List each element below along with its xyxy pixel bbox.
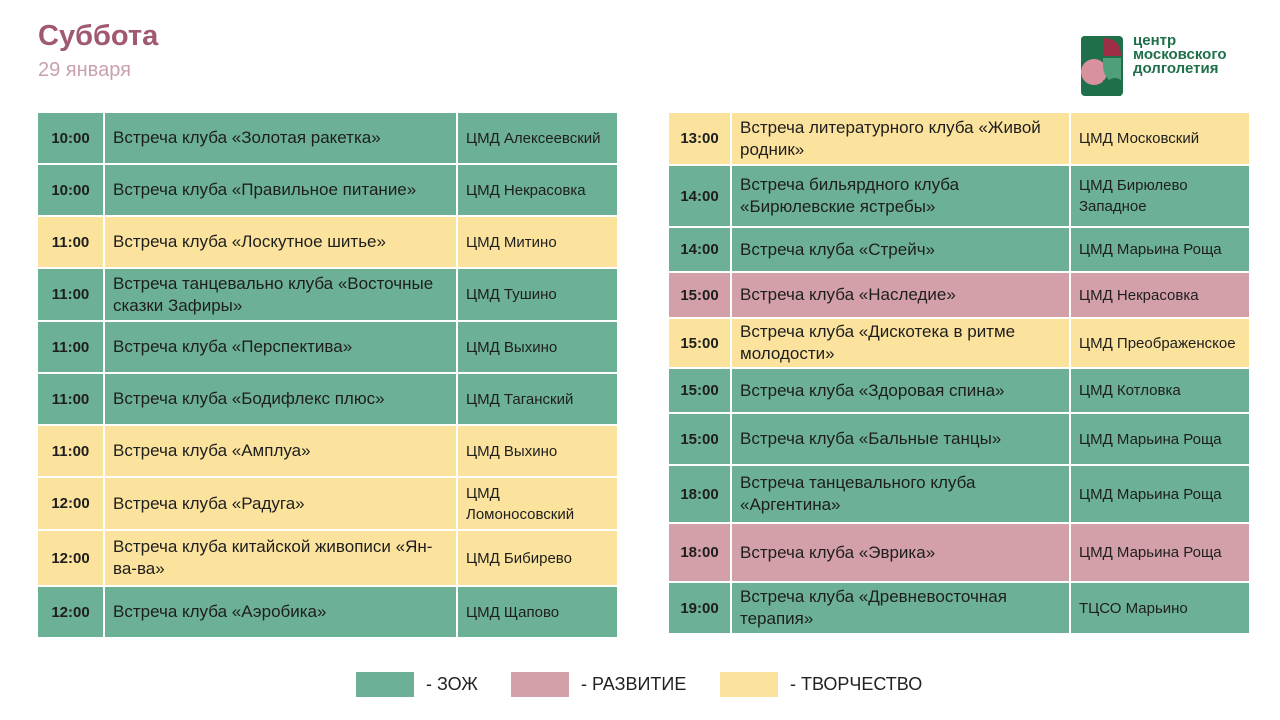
event-time: 15:00 (667, 412, 732, 466)
event-title: Встреча клуба «Бальные танцы» (730, 412, 1071, 466)
event-title: Встреча клуба «Лоскутное шитье» (103, 215, 458, 269)
event-title: Встреча клуба китайской живописи «Ян-ва-… (103, 529, 458, 587)
legend-label-zoj: - ЗОЖ (426, 673, 478, 694)
event-title: Встреча литературного клуба «Живой родни… (730, 111, 1071, 166)
event-time: 14:00 (667, 164, 732, 228)
event-title: Встреча танцевально клуба «Восточные ска… (103, 267, 458, 322)
event-venue: ЦМД Бирюлево Западное (1069, 164, 1251, 228)
legend-item-razv: - РАЗВИТИЕ (511, 671, 686, 697)
schedule-row: 15:00 Встреча клуба «Наследие» ЦМД Некрасо… (667, 271, 1251, 319)
page-title: Суббота (38, 20, 159, 52)
event-venue: ЦМД Таганский (456, 372, 619, 426)
event-venue: ЦМД Марьина Роща (1069, 522, 1251, 583)
event-title: Встреча клуба «Здоровая спина» (730, 367, 1071, 414)
event-time: 10:00 (36, 163, 105, 217)
event-title: Встреча бильярдного клуба «Бирюлевские я… (730, 164, 1071, 228)
legend-item-tvor: - ТВОРЧЕСТВО (720, 671, 922, 697)
event-time: 18:00 (667, 464, 732, 524)
event-time: 13:00 (667, 111, 732, 166)
legend-swatch-tvor (720, 671, 778, 697)
schedule-row: 14:00 Встреча бильярдного клуба «Бирюлевс… (667, 164, 1251, 228)
legend-label-razv: - РАЗВИТИЕ (581, 673, 687, 694)
event-venue: ЦМД Бибирево (456, 529, 619, 587)
event-time: 11:00 (36, 267, 105, 322)
schedule-table-right: 13:00 Встреча литературного клуба «Живой … (667, 111, 1251, 635)
schedule-row: 15:00 Встреча клуба «Дискотека в ритме мо… (667, 317, 1251, 369)
event-time: 15:00 (667, 317, 732, 369)
event-time: 19:00 (667, 581, 732, 635)
event-time: 12:00 (36, 585, 105, 639)
event-venue: ЦМД Марьина Роща (1069, 464, 1251, 524)
event-venue: ЦМД Выхино (456, 320, 619, 374)
event-time: 15:00 (667, 367, 732, 414)
schedule-row: 11:00 Встреча клуба «Перспектива» ЦМД Выхи… (36, 320, 619, 374)
logo-line-3: долголетия (1133, 60, 1219, 77)
event-time: 12:00 (36, 529, 105, 587)
event-time: 14:00 (667, 226, 732, 273)
event-time: 11:00 (36, 215, 105, 269)
event-title: Встреча клуба «Золотая ракетка» (103, 111, 458, 165)
schedule-row: 12:00 Встреча клуба «Радуга» ЦМД Ломоносов… (36, 476, 619, 531)
schedule-row: 12:00 Встреча клуба «Аэробика» ЦМД Щапово (36, 585, 619, 639)
event-title: Встреча клуба «Амплуа» (103, 424, 458, 478)
event-title: Встреча клуба «Радуга» (103, 476, 458, 531)
event-venue: ЦМД Митино (456, 215, 619, 269)
schedule-row: 15:00 Встреча клуба «Здоровая спина» ЦМД К… (667, 367, 1251, 414)
legend-swatch-razv (511, 671, 569, 697)
schedule-row: 13:00 Встреча литературного клуба «Живой … (667, 111, 1251, 166)
event-title: Встреча клуба «Правильное питание» (103, 163, 458, 217)
legend-swatch-zoj (356, 671, 414, 697)
event-time: 11:00 (36, 424, 105, 478)
event-title: Встреча клуба «Древневосточная терапия» (730, 581, 1071, 635)
event-title: Встреча танцевального клуба «Аргентина» (730, 464, 1071, 524)
event-title: Встреча клуба «Дискотека в ритме молодос… (730, 317, 1071, 369)
schedule-row: 10:00 Встреча клуба «Золотая ракетка» ЦМД … (36, 111, 619, 165)
schedule-row: 11:00 Встреча клуба «Амплуа» ЦМД Выхино (36, 424, 619, 478)
event-time: 10:00 (36, 111, 105, 165)
legend-label-tvor: - ТВОРЧЕСТВО (790, 673, 923, 694)
event-title: Встреча клуба «Аэробика» (103, 585, 458, 639)
event-title: Встреча клуба «Наследие» (730, 271, 1071, 319)
event-venue: ЦМД Марьина Роща (1069, 226, 1251, 273)
page-date: 29 января (38, 59, 131, 81)
event-venue: ТЦСО Марьино (1069, 581, 1251, 635)
event-venue: ЦМД Алексеевский (456, 111, 619, 165)
event-time: 11:00 (36, 372, 105, 426)
event-venue: ЦМД Выхино (456, 424, 619, 478)
logo-line-2: московского (1133, 46, 1227, 63)
schedule-table-left: 10:00 Встреча клуба «Золотая ракетка» ЦМД … (36, 111, 619, 639)
event-venue: ЦМД Тушино (456, 267, 619, 322)
event-time: 15:00 (667, 271, 732, 319)
schedule-row: 19:00 Встреча клуба «Древневосточная тера… (667, 581, 1251, 635)
event-time: 11:00 (36, 320, 105, 374)
event-title: Встреча клуба «Эврика» (730, 522, 1071, 583)
logo-line-1: центр (1133, 32, 1177, 49)
event-venue: ЦМД Преображенское (1069, 317, 1251, 369)
schedule-row: 15:00 Встреча клуба «Бальные танцы» ЦМД Ма… (667, 412, 1251, 466)
legend-item-zoj: - ЗОЖ (356, 671, 478, 697)
event-title: Встреча клуба «Перспектива» (103, 320, 458, 374)
logo: центр московского долголетия (1081, 32, 1261, 100)
event-venue: ЦМД Московский (1069, 111, 1251, 166)
event-venue: ЦМД Марьина Роща (1069, 412, 1251, 466)
event-venue: ЦМД Некрасовка (456, 163, 619, 217)
schedule-row: 11:00 Встреча клуба «Бодифлекс плюс» ЦМД Т… (36, 372, 619, 426)
event-venue: ЦМД Щапово (456, 585, 619, 639)
event-title: Встреча клуба «Бодифлекс плюс» (103, 372, 458, 426)
logo-text: центр московского долголетия (1133, 32, 1227, 77)
event-venue: ЦМД Ломоносовский (456, 476, 619, 531)
event-venue: ЦМД Котловка (1069, 367, 1251, 414)
schedule-row: 14:00 Встреча клуба «Стрейч» ЦМД Марьина Р… (667, 226, 1251, 273)
event-time: 18:00 (667, 522, 732, 583)
logo-mark-icon (1081, 36, 1123, 96)
schedule-row: 18:00 Встреча танцевального клуба «Аргент… (667, 464, 1251, 524)
schedule-row: 11:00 Встреча клуба «Лоскутное шитье» ЦМД … (36, 215, 619, 269)
event-time: 12:00 (36, 476, 105, 531)
event-title: Встреча клуба «Стрейч» (730, 226, 1071, 273)
schedule-row: 10:00 Встреча клуба «Правильное питание» Ц… (36, 163, 619, 217)
schedule-row: 12:00 Встреча клуба китайской живописи «Я… (36, 529, 619, 587)
event-venue: ЦМД Некрасовка (1069, 271, 1251, 319)
schedule-row: 18:00 Встреча клуба «Эврика» ЦМД Марьина Р… (667, 522, 1251, 583)
schedule-row: 11:00 Встреча танцевально клуба «Восточны… (36, 267, 619, 322)
